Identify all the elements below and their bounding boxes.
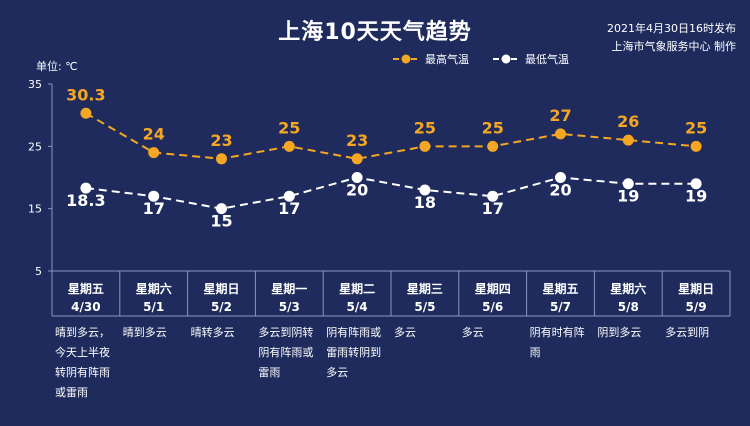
data-point-low — [216, 203, 227, 215]
y-tick-label: 35 — [28, 78, 42, 91]
publisher: 上海市气象服务中心 制作 — [611, 40, 737, 53]
legend: 最高气温 最低气温 — [393, 51, 593, 67]
weather-description: 晴转多云 — [191, 325, 235, 339]
weather-description: 多云到阴 — [665, 325, 709, 339]
data-point-high — [216, 153, 227, 165]
weather-description: 晴到多云， — [55, 325, 110, 339]
x-date-label: 5/9 — [686, 300, 707, 314]
weather-description: 多云 — [394, 325, 416, 339]
data-label-low: 18 — [414, 193, 436, 212]
weather-description: 阴有阵雨或 — [326, 325, 381, 339]
x-date-label: 5/8 — [618, 300, 639, 314]
data-label-high: 25 — [278, 118, 300, 137]
data-point-high — [555, 128, 566, 140]
data-point-low — [351, 172, 363, 183]
data-point-high — [690, 140, 702, 152]
x-date-label: 4/30 — [71, 300, 100, 314]
weather-description: 或雷雨 — [55, 386, 88, 399]
data-label-low: 20 — [346, 181, 368, 200]
data-point-high — [419, 140, 431, 152]
unit-label: 单位: ℃ — [36, 60, 78, 73]
data-point-low — [690, 178, 702, 190]
legend-high-line-icon — [393, 54, 419, 64]
data-label-high: 23 — [210, 131, 232, 150]
data-label-low: 17 — [143, 199, 165, 218]
data-point-low — [148, 190, 160, 202]
x-weekday-label: 星期日 — [678, 281, 714, 296]
series-line-low — [85, 176, 697, 210]
data-label-low: 20 — [549, 181, 571, 200]
x-date-label: 5/2 — [211, 300, 232, 314]
x-weekday-label: 星期三 — [407, 281, 443, 296]
legend-item-high: 最高气温 — [393, 51, 469, 67]
x-weekday-label: 星期六 — [136, 281, 172, 296]
x-weekday-label: 星期五 — [68, 281, 104, 296]
data-label-high: 23 — [346, 131, 368, 150]
legend-label-high: 最高气温 — [425, 53, 469, 66]
data-label-low: 19 — [617, 187, 639, 206]
data-label-high: 26 — [617, 112, 639, 131]
data-point-low — [283, 190, 295, 202]
data-point-low — [419, 184, 431, 196]
x-weekday-label: 星期四 — [475, 281, 511, 296]
x-weekday-label: 星期二 — [339, 281, 375, 296]
x-date-label: 5/5 — [414, 300, 435, 314]
data-label-high: 30.3 — [66, 85, 105, 104]
data-label-high: 24 — [143, 125, 165, 144]
legend-item-low: 最低气温 — [493, 51, 569, 67]
data-label-low: 17 — [482, 199, 504, 218]
data-point-low — [487, 190, 499, 202]
data-point-high — [622, 134, 634, 146]
data-label-low: 17 — [278, 199, 300, 218]
x-date-label: 5/3 — [279, 300, 300, 314]
x-date-label: 5/4 — [347, 300, 368, 314]
weather-description: 阴有时有阵 — [530, 325, 585, 339]
x-weekday-label: 星期日 — [203, 281, 239, 296]
data-label-low: 15 — [210, 212, 232, 231]
weather-description: 多云 — [326, 365, 348, 379]
series-line-high — [85, 112, 697, 160]
weather-description: 雨 — [530, 346, 541, 359]
data-point-high — [80, 107, 92, 119]
data-point-low — [622, 178, 634, 190]
data-point-low — [80, 182, 92, 194]
legend-low-line-icon — [493, 54, 519, 64]
data-point-high — [487, 140, 499, 152]
data-point-high — [283, 140, 295, 152]
publish-info: 2021年4月30日16时发布 上海市气象服务中心 制作 — [607, 20, 736, 56]
data-label-high: 25 — [685, 118, 707, 137]
data-point-low — [555, 172, 566, 183]
data-label-low: 18.3 — [66, 191, 105, 210]
weather-description: 雷雨 — [258, 366, 280, 379]
weather-description: 晴到多云 — [123, 325, 167, 339]
x-date-label: 5/6 — [482, 300, 503, 314]
data-label-high: 25 — [414, 118, 436, 137]
legend-label-low: 最低气温 — [525, 53, 569, 66]
data-point-high — [351, 153, 363, 165]
publish-time: 2021年4月30日16时发布 — [607, 22, 736, 35]
data-point-high — [148, 147, 160, 159]
y-tick-label: 25 — [28, 140, 42, 153]
data-label-low: 19 — [685, 187, 707, 206]
weather-description: 阴有阵雨或 — [258, 345, 313, 359]
weather-description: 多云到阴转 — [258, 325, 313, 339]
y-tick-label: 15 — [28, 203, 42, 216]
x-weekday-label: 星期一 — [271, 281, 307, 296]
data-label-high: 25 — [482, 118, 504, 137]
x-weekday-label: 星期六 — [610, 281, 646, 296]
weather-description: 今天上半夜 — [55, 345, 110, 359]
weather-description: 转阴有阵雨 — [55, 365, 110, 379]
weather-description: 多云 — [462, 325, 484, 339]
weather-description: 雷雨转阴到 — [326, 345, 381, 359]
chart-title: 上海10天天气趋势 — [278, 20, 472, 45]
x-date-label: 5/1 — [143, 300, 164, 314]
x-weekday-label: 星期五 — [542, 281, 578, 296]
x-date-label: 5/7 — [550, 300, 571, 314]
data-label-high: 27 — [549, 106, 571, 125]
y-tick-label: 5 — [35, 265, 42, 278]
weather-description: 阴到多云 — [597, 325, 641, 339]
